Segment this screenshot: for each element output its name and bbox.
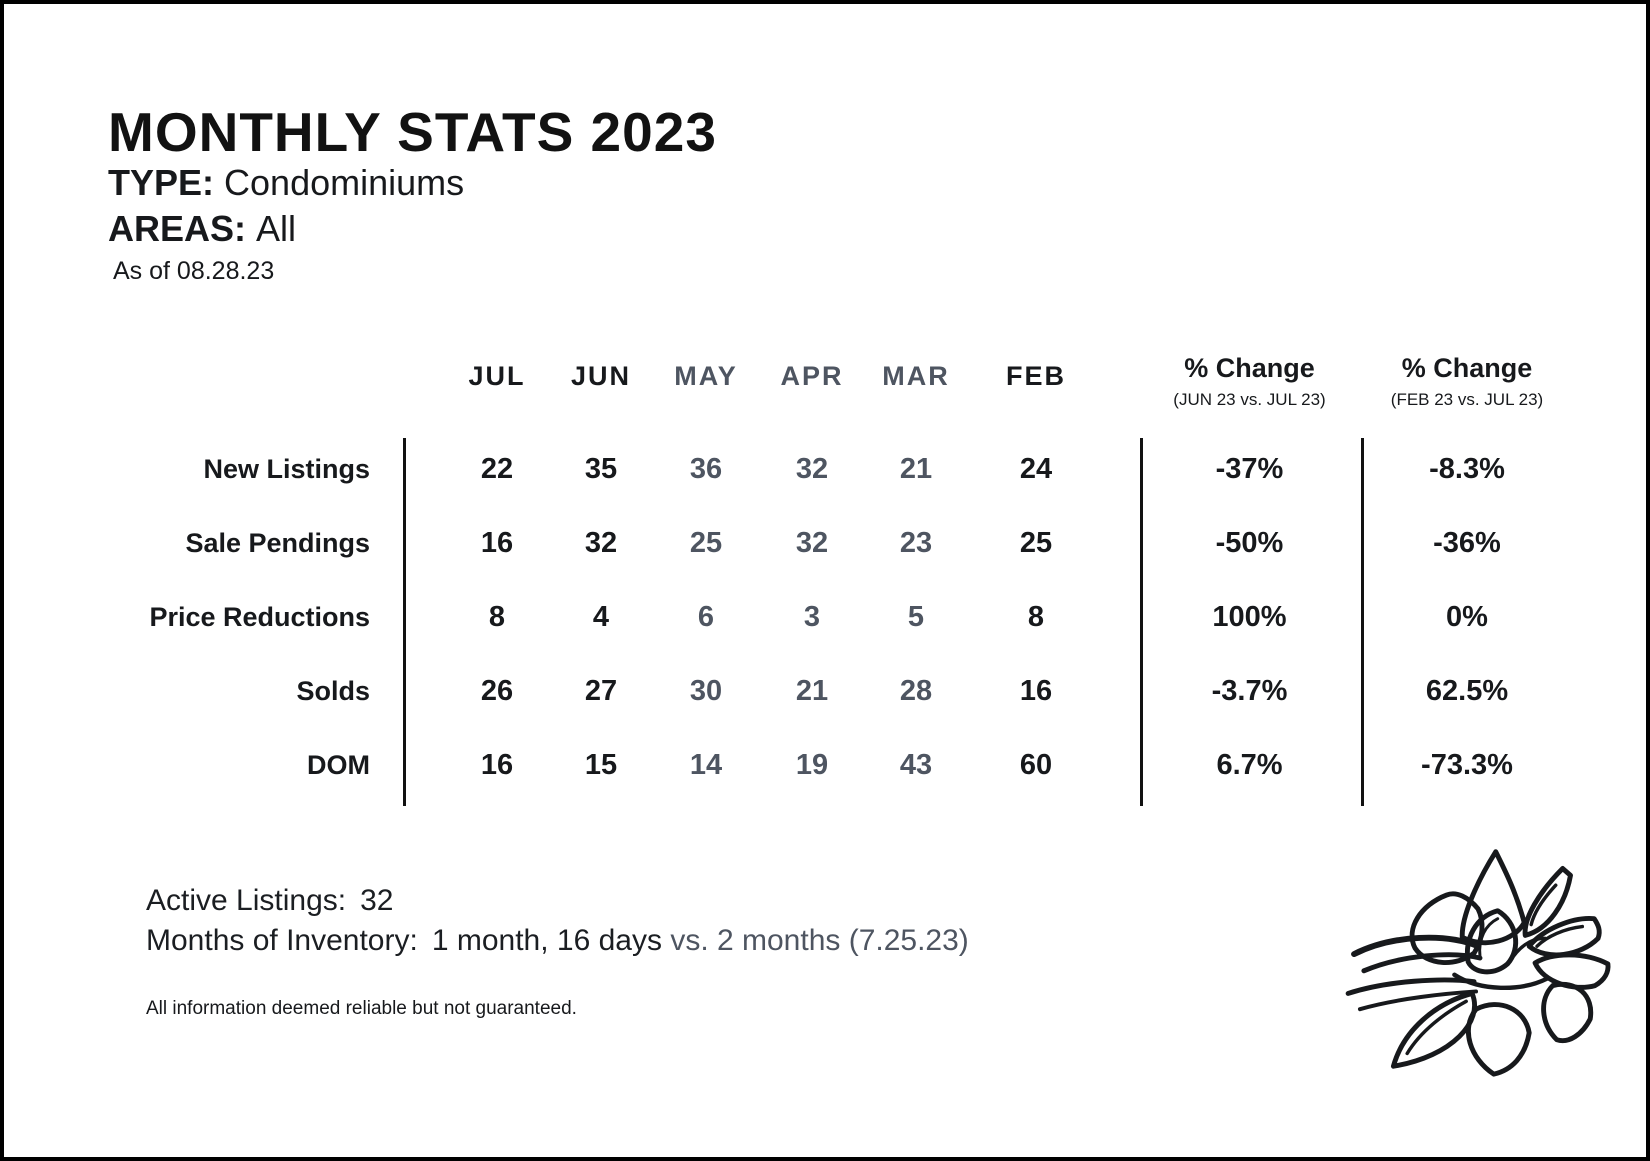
table-cell: 32 (795, 452, 829, 485)
stats-table: JUL JUN MAY APR MAR FEB % Change (JUN 23… (4, 320, 1574, 802)
row-label: New Listings (203, 453, 370, 484)
table-cell: 43 (899, 748, 933, 781)
column-header-jul: JUL (468, 360, 526, 391)
change-cell: -73.3% (1421, 748, 1513, 781)
spacer (404, 432, 444, 506)
areas-value: All (256, 208, 297, 249)
column-header-apr: APR (780, 360, 844, 391)
as-of-date: As of 08.28.23 (113, 257, 275, 285)
column-header-jun: JUN (570, 360, 631, 391)
table-cell: 36 (689, 452, 723, 485)
inventory-label: Months of Inventory: (146, 924, 418, 957)
table-cell: 16 (1019, 674, 1053, 707)
table-cell: 27 (584, 674, 618, 707)
column-header-feb: FEB (1006, 360, 1066, 391)
type-label: TYPE: (108, 162, 215, 203)
row-label: Solds (296, 675, 370, 706)
table-cell: 6 (697, 600, 715, 633)
change-divider-line-1 (1140, 438, 1143, 806)
table-cell: 8 (488, 600, 506, 633)
change-cell: 6.7% (1216, 748, 1283, 781)
change-cell: 62.5% (1425, 674, 1509, 707)
table-cell: 19 (795, 748, 829, 781)
column-header-mar: MAR (882, 360, 950, 391)
table-cell: 26 (480, 674, 514, 707)
type-value: Condominiums (224, 162, 465, 203)
spacer (404, 654, 444, 728)
months-of-inventory-line: Months of Inventory: 1 month, 16 days vs.… (146, 924, 969, 958)
row-label: DOM (307, 749, 370, 780)
corner-spacer (4, 320, 404, 432)
table-cell: 25 (689, 526, 723, 559)
spacer (404, 580, 444, 654)
table-cell: 32 (795, 526, 829, 559)
table-cell: 28 (899, 674, 933, 707)
row-label: Price Reductions (149, 601, 370, 632)
spacer (404, 506, 444, 580)
table-cell: 3 (803, 600, 821, 633)
active-listings-value: 32 (360, 884, 394, 917)
change-subtitle: (FEB 23 vs. JUL 23) (1390, 389, 1544, 409)
spacer (1104, 506, 1139, 580)
change-cell: -36% (1433, 526, 1501, 559)
spacer (1104, 432, 1139, 506)
table-cell: 8 (1027, 600, 1045, 633)
table-cell: 24 (1019, 452, 1053, 485)
change-divider-line-2 (1361, 438, 1364, 806)
change-cell: -8.3% (1429, 452, 1505, 485)
table-cell: 16 (480, 748, 514, 781)
column-header-change-feb-jul: % Change (FEB 23 vs. JUL 23) (1360, 320, 1574, 432)
labels-divider-line (403, 438, 406, 806)
table-cell: 22 (480, 452, 514, 485)
type-line: TYPE: Condominiums (108, 162, 464, 204)
table-cell: 4 (592, 600, 610, 633)
inventory-comparison: vs. 2 months (7.25.23) (670, 924, 969, 957)
spacer (404, 320, 444, 432)
table-cell: 30 (689, 674, 723, 707)
spacer (1104, 728, 1139, 802)
spacer (1104, 580, 1139, 654)
disclaimer-text: All information deemed reliable but not … (146, 998, 577, 1019)
magnolia-flower-illustration (1345, 849, 1611, 1077)
table-cell: 21 (795, 674, 829, 707)
inventory-value: 1 month, 16 days (431, 924, 662, 957)
change-title: % Change (1401, 352, 1533, 383)
change-cell: 0% (1446, 600, 1488, 633)
table-cell: 25 (1019, 526, 1053, 559)
table-cell: 5 (907, 600, 925, 633)
spacer (1104, 654, 1139, 728)
active-listings-line: Active Listings: 32 (146, 884, 393, 918)
active-listings-label: Active Listings: (146, 884, 347, 917)
column-header-may: MAY (674, 360, 738, 391)
table-cell: 21 (899, 452, 933, 485)
change-cell: -50% (1215, 526, 1284, 559)
spacer (404, 728, 444, 802)
areas-label: AREAS: (108, 208, 247, 249)
areas-line: AREAS: All (108, 208, 296, 250)
change-cell: -37% (1215, 452, 1284, 485)
table-cell: 23 (899, 526, 933, 559)
table-cell: 35 (584, 452, 618, 485)
spacer (1104, 320, 1139, 432)
column-header-change-jun-jul: % Change (JUN 23 vs. JUL 23) (1139, 320, 1360, 432)
table-cell: 15 (584, 748, 618, 781)
table-cell: 60 (1019, 748, 1053, 781)
row-label: Sale Pendings (185, 527, 370, 558)
table-cell: 14 (689, 748, 723, 781)
change-cell: -3.7% (1211, 674, 1288, 707)
change-cell: 100% (1212, 600, 1287, 633)
table-cell: 16 (480, 526, 514, 559)
change-title: % Change (1184, 352, 1315, 383)
table-cell: 32 (584, 526, 618, 559)
change-subtitle: (JUN 23 vs. JUL 23) (1173, 389, 1326, 409)
page-title: MONTHLY STATS 2023 (108, 101, 717, 163)
